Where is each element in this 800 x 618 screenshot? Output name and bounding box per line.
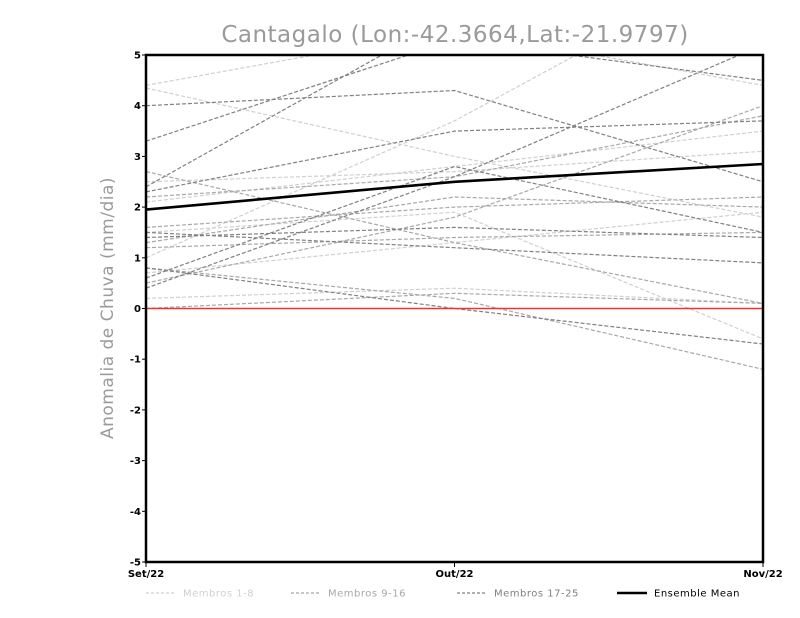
member-line-21 <box>146 267 763 345</box>
y-axis-ticks: -5 -4 -3 -2 -1 0 1 2 3 4 5 <box>130 51 146 569</box>
member-line-11 <box>146 231 763 249</box>
member-line-17 <box>146 89 763 183</box>
y-tick-label: 5 <box>134 51 141 62</box>
member-line-6 <box>146 211 763 340</box>
series-layer <box>146 55 763 370</box>
member-line-4 <box>146 150 763 183</box>
y-tick-label: -3 <box>130 456 141 467</box>
y-tick-label: 2 <box>134 203 141 214</box>
member-line-20 <box>146 120 763 193</box>
member-line-16 <box>146 196 763 244</box>
member-line-24 <box>146 55 384 188</box>
ensemble-mean-line <box>146 162 763 211</box>
member-line-15 <box>146 267 763 370</box>
chart-title: Cantagalo (Lon:-42.3664,Lat:-21.9797) <box>221 22 688 48</box>
y-tick-label: -5 <box>130 558 141 569</box>
member-line-7 <box>146 55 763 86</box>
x-axis-ticks: Set/22 Out/22 Nov/22 <box>128 562 783 580</box>
y-tick-label: 4 <box>134 101 141 112</box>
y-tick-label: -4 <box>130 507 141 518</box>
legend: Membros 1-8 Membros 9-16 Membros 17-25 Ense… <box>146 589 740 600</box>
member-line-5 <box>146 211 763 274</box>
member-line-1 <box>146 87 763 218</box>
member-line-2 <box>146 287 763 304</box>
y-tick-label: -1 <box>130 355 141 366</box>
member-line-23 <box>146 226 763 239</box>
x-tick-label: Out/22 <box>436 569 474 580</box>
member-line-10 <box>146 105 763 284</box>
member-line-22 <box>146 231 763 264</box>
legend-label-3: Membros 17-25 <box>494 589 579 600</box>
legend-label-4: Ensemble Mean <box>654 589 740 600</box>
member-line-19 <box>146 55 741 289</box>
legend-label-2: Membros 9-16 <box>328 589 406 600</box>
member-line-12 <box>146 292 763 310</box>
member-line-14 <box>146 196 763 228</box>
x-tick-label: Nov/22 <box>743 569 782 580</box>
member-line-3 <box>146 55 578 259</box>
member-line-25 <box>146 165 763 279</box>
member-line-13 <box>146 115 763 198</box>
y-tick-label: 0 <box>134 304 141 315</box>
y-axis-label: Anomalia de Chuva (mm/dia) <box>98 177 118 439</box>
member-line-9 <box>146 171 763 304</box>
mean-layer <box>146 162 763 211</box>
member-line-18 <box>146 55 763 142</box>
legend-label-1: Membros 1-8 <box>183 589 254 600</box>
y-tick-label: 3 <box>134 152 141 163</box>
y-tick-label: 1 <box>134 253 141 264</box>
y-tick-label: -2 <box>130 405 141 416</box>
x-tick-label: Set/22 <box>128 569 164 580</box>
